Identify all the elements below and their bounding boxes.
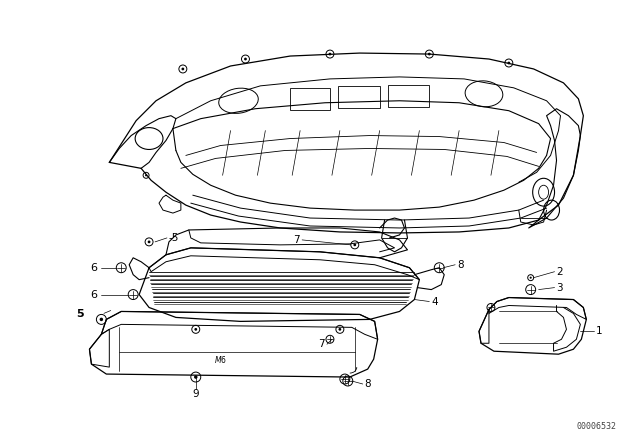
Bar <box>290 88 330 110</box>
Text: 8: 8 <box>365 379 371 389</box>
Circle shape <box>195 328 197 331</box>
Circle shape <box>194 375 198 379</box>
Text: 7: 7 <box>294 235 300 245</box>
Text: 4: 4 <box>431 297 438 306</box>
Circle shape <box>182 68 184 70</box>
Text: 1: 1 <box>596 326 603 336</box>
Text: 7: 7 <box>318 339 325 349</box>
Circle shape <box>428 53 431 56</box>
Circle shape <box>145 174 147 177</box>
Text: 8: 8 <box>457 260 464 270</box>
Circle shape <box>353 243 356 246</box>
Text: 6: 6 <box>90 263 97 273</box>
Text: -5: -5 <box>169 233 179 243</box>
Bar <box>388 85 429 107</box>
Text: $\mathit{M6}$: $\mathit{M6}$ <box>214 353 227 365</box>
Circle shape <box>100 318 103 321</box>
Circle shape <box>339 328 341 331</box>
Circle shape <box>530 276 532 279</box>
Text: 5: 5 <box>76 310 83 319</box>
Text: 2: 2 <box>557 267 563 277</box>
Circle shape <box>244 58 247 60</box>
Circle shape <box>328 53 332 56</box>
Bar <box>338 86 380 108</box>
Text: 3: 3 <box>557 283 563 293</box>
Text: 9: 9 <box>193 389 199 399</box>
Text: 00006532: 00006532 <box>576 422 616 431</box>
Text: 6: 6 <box>90 289 97 300</box>
Circle shape <box>508 62 510 65</box>
Circle shape <box>148 241 150 243</box>
